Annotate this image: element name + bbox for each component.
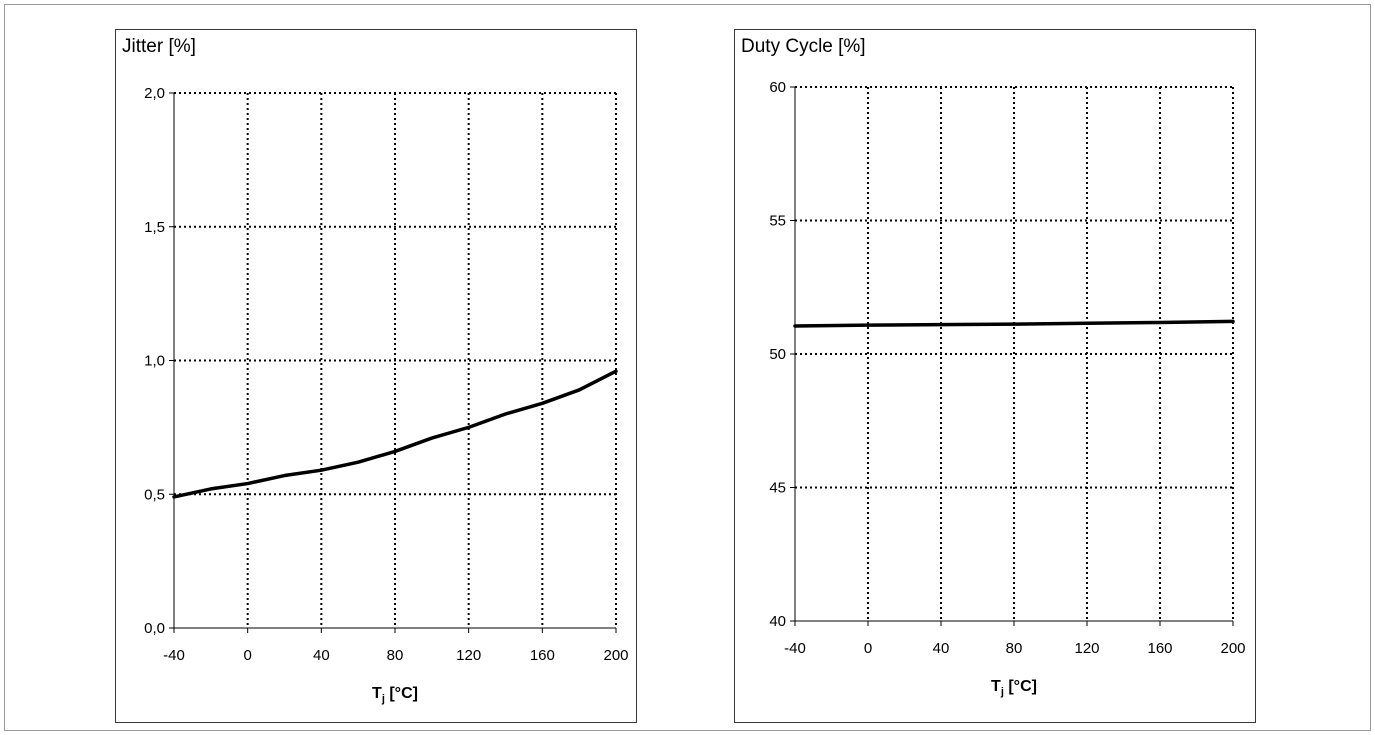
jitter-y-tick-label: 2,0 xyxy=(144,85,165,102)
jitter-y-tick-label: 0,5 xyxy=(144,486,165,503)
duty-cycle-x-tick-label: 160 xyxy=(1147,640,1172,657)
jitter-chart-panel: Jitter [%] 0,0 0,5 1,0 1,5 2,0 -40 0 40 80 120 160… xyxy=(115,29,637,723)
jitter-chart-svg: 0,0 0,5 1,0 1,5 2,0 -40 0 40 80 120 160 200 Tj [°C] xyxy=(144,85,628,705)
duty-cycle-x-axis-title: Tj [°C] xyxy=(991,678,1037,698)
jitter-x-tick-label: 160 xyxy=(530,647,555,664)
jitter-series-line xyxy=(172,369,618,499)
jitter-y-tick-label: 1,0 xyxy=(144,353,165,370)
jitter-x-tick-label: 80 xyxy=(387,647,404,664)
jitter-x-axis-title: Tj [°C] xyxy=(372,685,418,705)
duty-cycle-y-tick-label: 55 xyxy=(769,213,786,230)
jitter-y-tick-label: 0,0 xyxy=(144,620,165,637)
jitter-x-tick-label: -40 xyxy=(163,647,185,664)
jitter-x-tick-label: 200 xyxy=(603,647,628,664)
duty-cycle-y-tick-label: 50 xyxy=(769,346,786,363)
duty-cycle-x-tick-label: 0 xyxy=(864,640,872,657)
duty-cycle-x-tick-label: 80 xyxy=(1006,640,1023,657)
duty-cycle-chart-title: Duty Cycle [%] xyxy=(741,36,866,57)
jitter-x-tick-label: 40 xyxy=(313,647,330,664)
jitter-chart-title: Jitter [%] xyxy=(122,36,196,57)
duty-cycle-y-tick-label: 60 xyxy=(769,79,786,96)
duty-cycle-x-tick-label: 40 xyxy=(933,640,950,657)
duty-cycle-x-tick-label: -40 xyxy=(784,640,806,657)
duty-cycle-chart-panel: Duty Cycle [%] 40 45 50 55 60 -40 0 40 80 120 160 2… xyxy=(734,29,1256,723)
duty-cycle-chart-svg: 40 45 50 55 60 -40 0 40 80 120 160 200 Tj [°C] xyxy=(769,79,1245,698)
duty-cycle-y-tick-label: 45 xyxy=(769,480,786,497)
figure-frame: Jitter [%] 0,0 0,5 1,0 1,5 2,0 -40 0 40 80 120 160… xyxy=(4,4,1371,731)
duty-cycle-x-tick-label: 120 xyxy=(1074,640,1099,657)
duty-cycle-x-tick-label: 200 xyxy=(1220,640,1245,657)
jitter-x-tick-label: 120 xyxy=(456,647,481,664)
jitter-x-tick-label: 0 xyxy=(243,647,251,664)
jitter-y-tick-label: 1,5 xyxy=(144,219,165,236)
duty-cycle-y-tick-label: 40 xyxy=(769,613,786,630)
duty-cycle-series-line xyxy=(793,319,1235,328)
